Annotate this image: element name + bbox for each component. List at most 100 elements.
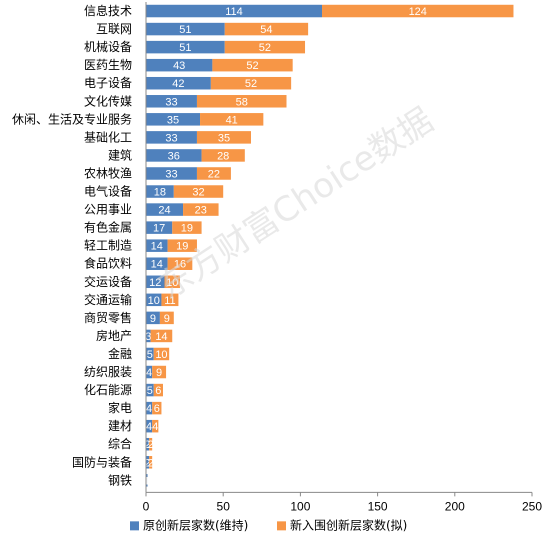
bar-segment-new: [196, 95, 287, 108]
bar-segment-original: [146, 4, 323, 18]
bar-segment-original: [146, 149, 202, 162]
data-label: 24: [158, 205, 170, 217]
bar-segment-new: [153, 347, 170, 361]
bar-segment-original: [146, 239, 168, 252]
bar-segment-new: [196, 167, 231, 180]
x-tick-label: 150: [368, 499, 388, 513]
bar-segment-original: [146, 437, 150, 451]
data-label: 19: [176, 241, 188, 253]
bar-segment-original: [146, 40, 225, 54]
bar-segment-original: [146, 419, 153, 433]
category-label: 电子设备: [84, 76, 132, 90]
category-label: 金融: [108, 346, 132, 361]
data-label: 33: [165, 96, 177, 108]
category-label: 商贸零售: [84, 310, 132, 325]
bar-segment-new: [183, 203, 219, 216]
bar-segment-original: [146, 257, 168, 270]
category-label: 国防与装备: [72, 454, 132, 469]
category-label: 建筑: [108, 147, 132, 162]
data-label: 2: [144, 457, 150, 469]
bar-segment-original: [146, 311, 160, 325]
data-label: 6: [155, 385, 161, 397]
bar-segment-original: [146, 329, 151, 343]
bar-segment-new: [161, 293, 179, 307]
category-label: 医药生物: [84, 58, 132, 72]
data-label: 1: [144, 475, 150, 487]
bar-segment-original: [146, 401, 153, 415]
category-label: 综合: [108, 436, 132, 451]
bar-segment-new: [196, 131, 251, 144]
data-label: 22: [208, 168, 220, 180]
data-label: 11: [164, 295, 175, 307]
data-label: 52: [259, 42, 271, 54]
bar-segment-original: [146, 347, 154, 361]
data-label: 23: [195, 205, 207, 217]
bar-segment-new: [153, 383, 163, 397]
category-label: 化石能源: [84, 383, 132, 397]
category-label: 机械设备: [84, 39, 132, 54]
data-label: 58: [236, 96, 248, 108]
data-label: 124: [409, 6, 427, 18]
legend-swatch: [277, 521, 286, 531]
data-label: 2: [148, 439, 154, 451]
category-label: 电气设备: [84, 184, 132, 199]
bar-segment-new: [322, 4, 514, 18]
data-label: 52: [246, 60, 258, 72]
bar-segment-new: [150, 329, 173, 343]
bar-segment-new: [224, 22, 309, 36]
bar-segment-new: [224, 40, 306, 54]
data-label: 2: [144, 439, 150, 451]
data-label: 9: [150, 313, 156, 325]
legend-label: 原创新层家数(维持): [143, 517, 248, 532]
bar-segment-new: [152, 365, 167, 379]
x-tick-label: 100: [290, 499, 310, 513]
data-label: 4: [146, 367, 152, 379]
data-label: 18: [154, 187, 166, 199]
category-label: 房地产: [96, 328, 132, 343]
bar-segment-original: [146, 95, 197, 108]
category-label: 建材: [108, 419, 132, 433]
x-tick-label: 250: [522, 499, 542, 513]
bar-segment-new: [210, 76, 292, 90]
bar-segment-original: [146, 203, 184, 216]
category-label: 有色金属: [84, 220, 132, 235]
data-label: 19: [181, 223, 193, 235]
category-label: 纺织服装: [84, 365, 132, 379]
bar-segment-original: [146, 76, 211, 90]
category-label: 信息技术: [84, 3, 132, 18]
data-label: 43: [173, 60, 185, 72]
bar-segment-new: [212, 58, 293, 72]
data-label: 51: [179, 24, 191, 36]
data-label: 14: [155, 331, 167, 343]
x-tick-label: 0: [143, 499, 150, 513]
x-axis-ticks: 0 50 100 150 200 250: [143, 492, 542, 513]
bar-segment-new: [159, 311, 174, 325]
bar-segment-new: [167, 239, 197, 252]
x-tick-label: 200: [445, 499, 465, 513]
bar-segment-new: [152, 419, 159, 433]
data-label: 33: [165, 132, 177, 144]
data-label: 36: [168, 150, 180, 162]
data-label: 14: [151, 241, 163, 253]
data-label: 5: [147, 349, 153, 361]
data-label: 3: [145, 331, 151, 343]
data-label: 42: [172, 78, 184, 90]
legend-swatch: [130, 521, 139, 531]
category-label: 轻工制造: [84, 239, 132, 253]
bar-segment-original: [146, 22, 225, 36]
bar-segment-new: [167, 257, 193, 270]
bar-segment-original: [146, 275, 165, 289]
category-labels: 信息技术互联网机械设备医药生物电子设备文化传媒休闲、生活及专业服务基础化工建筑农…: [12, 3, 132, 487]
bar-segment-new: [149, 456, 153, 469]
bar-segment-original: [146, 383, 154, 397]
category-label: 家电: [108, 400, 132, 415]
data-label: 9: [156, 367, 162, 379]
data-label: 14: [151, 259, 163, 271]
category-label: 基础化工: [84, 130, 132, 144]
data-label: 17: [153, 223, 165, 235]
data-label: 41: [226, 114, 238, 126]
bar-segment-new: [173, 185, 224, 198]
category-label: 交通运输: [84, 292, 132, 307]
bar-segment-new: [200, 113, 264, 126]
